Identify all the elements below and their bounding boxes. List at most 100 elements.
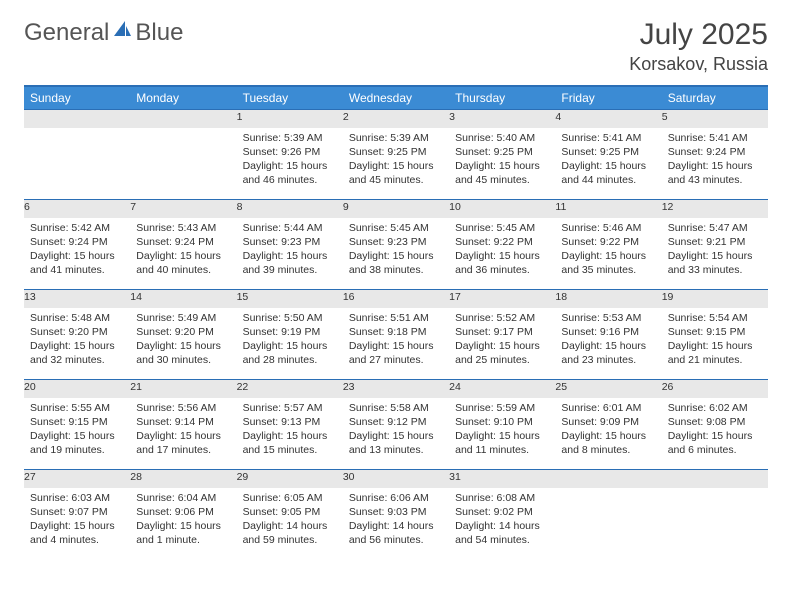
day-number-cell: 22 [237,380,343,398]
day-number-cell [24,110,130,128]
day-number-row: 12345 [24,110,768,128]
sunrise-text: Sunrise: 5:44 AM [243,221,337,235]
day-number-cell: 9 [343,200,449,218]
daylight-text: Daylight: 15 hours and 11 minutes. [455,429,549,457]
day-cell: Sunrise: 6:05 AMSunset: 9:05 PMDaylight:… [237,488,343,560]
day-cell: Sunrise: 5:42 AMSunset: 9:24 PMDaylight:… [24,218,130,290]
day-number-cell: 15 [237,290,343,308]
weekday-header: Friday [555,86,661,110]
daylight-text: Daylight: 15 hours and 28 minutes. [243,339,337,367]
day-number-row: 2728293031 [24,470,768,488]
day-number-cell: 23 [343,380,449,398]
day-cell: Sunrise: 5:57 AMSunset: 9:13 PMDaylight:… [237,398,343,470]
day-number-cell [555,470,661,488]
sunset-text: Sunset: 9:16 PM [561,325,655,339]
daylight-text: Daylight: 15 hours and 8 minutes. [561,429,655,457]
day-cell: Sunrise: 5:55 AMSunset: 9:15 PMDaylight:… [24,398,130,470]
weekday-header-row: SundayMondayTuesdayWednesdayThursdayFrid… [24,86,768,110]
sunrise-text: Sunrise: 5:45 AM [455,221,549,235]
sunset-text: Sunset: 9:18 PM [349,325,443,339]
sunrise-text: Sunrise: 6:03 AM [30,491,124,505]
day-number-cell: 5 [662,110,768,128]
day-cell: Sunrise: 5:39 AMSunset: 9:26 PMDaylight:… [237,128,343,200]
day-number-cell: 25 [555,380,661,398]
day-cell: Sunrise: 5:41 AMSunset: 9:25 PMDaylight:… [555,128,661,200]
day-number-cell: 27 [24,470,130,488]
sunrise-text: Sunrise: 5:39 AM [349,131,443,145]
sunrise-text: Sunrise: 5:39 AM [243,131,337,145]
sunset-text: Sunset: 9:23 PM [349,235,443,249]
day-number-cell: 2 [343,110,449,128]
day-number-cell: 14 [130,290,236,308]
day-cell: Sunrise: 6:01 AMSunset: 9:09 PMDaylight:… [555,398,661,470]
day-number-cell: 8 [237,200,343,218]
sunset-text: Sunset: 9:08 PM [668,415,762,429]
daylight-text: Daylight: 15 hours and 36 minutes. [455,249,549,277]
calendar-table: SundayMondayTuesdayWednesdayThursdayFrid… [24,85,768,560]
day-cell: Sunrise: 5:59 AMSunset: 9:10 PMDaylight:… [449,398,555,470]
daylight-text: Daylight: 15 hours and 39 minutes. [243,249,337,277]
sunrise-text: Sunrise: 6:02 AM [668,401,762,415]
title-block: July 2025 Korsakov, Russia [629,18,768,75]
day-cell [555,488,661,560]
sunset-text: Sunset: 9:24 PM [136,235,230,249]
day-number-cell: 10 [449,200,555,218]
logo: General Blue [24,18,183,47]
day-cell: Sunrise: 6:08 AMSunset: 9:02 PMDaylight:… [449,488,555,560]
daylight-text: Daylight: 14 hours and 56 minutes. [349,519,443,547]
sunrise-text: Sunrise: 5:56 AM [136,401,230,415]
daylight-text: Daylight: 15 hours and 45 minutes. [349,159,443,187]
weekday-header: Wednesday [343,86,449,110]
location: Korsakov, Russia [629,54,768,75]
day-cell [130,128,236,200]
daylight-text: Daylight: 15 hours and 25 minutes. [455,339,549,367]
daylight-text: Daylight: 15 hours and 38 minutes. [349,249,443,277]
weekday-header: Saturday [662,86,768,110]
sunset-text: Sunset: 9:15 PM [668,325,762,339]
day-number-cell: 29 [237,470,343,488]
day-number-cell: 31 [449,470,555,488]
daylight-text: Daylight: 15 hours and 46 minutes. [243,159,337,187]
weekday-header: Monday [130,86,236,110]
sunrise-text: Sunrise: 6:01 AM [561,401,655,415]
sunset-text: Sunset: 9:22 PM [455,235,549,249]
day-number-cell: 13 [24,290,130,308]
sunrise-text: Sunrise: 6:05 AM [243,491,337,505]
day-content-row: Sunrise: 5:48 AMSunset: 9:20 PMDaylight:… [24,308,768,380]
day-cell: Sunrise: 5:41 AMSunset: 9:24 PMDaylight:… [662,128,768,200]
daylight-text: Daylight: 15 hours and 4 minutes. [30,519,124,547]
sunset-text: Sunset: 9:15 PM [30,415,124,429]
daylight-text: Daylight: 15 hours and 17 minutes. [136,429,230,457]
daylight-text: Daylight: 15 hours and 44 minutes. [561,159,655,187]
daylight-text: Daylight: 15 hours and 45 minutes. [455,159,549,187]
day-number-cell: 24 [449,380,555,398]
sunset-text: Sunset: 9:26 PM [243,145,337,159]
day-number-cell [130,110,236,128]
sunset-text: Sunset: 9:07 PM [30,505,124,519]
sunset-text: Sunset: 9:17 PM [455,325,549,339]
sunset-text: Sunset: 9:24 PM [668,145,762,159]
sunrise-text: Sunrise: 5:45 AM [349,221,443,235]
day-number-cell: 7 [130,200,236,218]
daylight-text: Daylight: 15 hours and 13 minutes. [349,429,443,457]
weekday-header: Sunday [24,86,130,110]
sunrise-text: Sunrise: 5:58 AM [349,401,443,415]
daylight-text: Daylight: 15 hours and 41 minutes. [30,249,124,277]
sunrise-text: Sunrise: 5:49 AM [136,311,230,325]
daylight-text: Daylight: 15 hours and 40 minutes. [136,249,230,277]
daylight-text: Daylight: 15 hours and 21 minutes. [668,339,762,367]
sunset-text: Sunset: 9:14 PM [136,415,230,429]
day-cell: Sunrise: 5:47 AMSunset: 9:21 PMDaylight:… [662,218,768,290]
day-cell: Sunrise: 5:45 AMSunset: 9:23 PMDaylight:… [343,218,449,290]
day-cell: Sunrise: 5:52 AMSunset: 9:17 PMDaylight:… [449,308,555,380]
daylight-text: Daylight: 15 hours and 19 minutes. [30,429,124,457]
day-number-cell: 4 [555,110,661,128]
daylight-text: Daylight: 15 hours and 27 minutes. [349,339,443,367]
sunset-text: Sunset: 9:05 PM [243,505,337,519]
day-cell: Sunrise: 5:48 AMSunset: 9:20 PMDaylight:… [24,308,130,380]
day-number-row: 6789101112 [24,200,768,218]
logo-text-2: Blue [135,19,183,47]
day-number-row: 13141516171819 [24,290,768,308]
sunrise-text: Sunrise: 5:59 AM [455,401,549,415]
sunrise-text: Sunrise: 5:51 AM [349,311,443,325]
